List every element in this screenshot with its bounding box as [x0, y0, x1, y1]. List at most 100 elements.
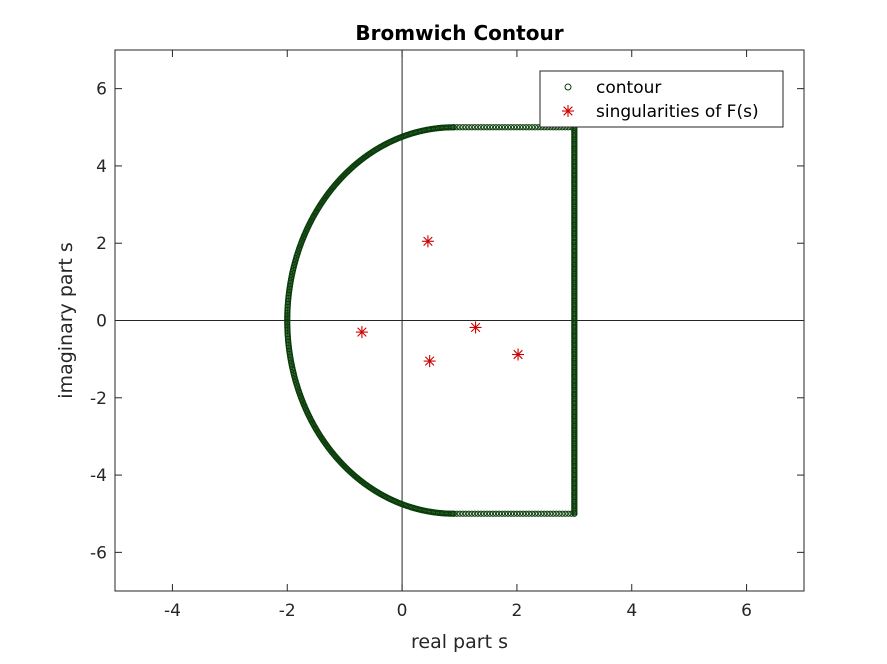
x-tick-label: 4 — [626, 601, 637, 621]
y-tick-label: 6 — [96, 80, 107, 100]
contour-point — [507, 124, 515, 131]
contour-point — [562, 510, 569, 517]
contour-point — [498, 510, 506, 517]
legend-singularities-label: singularities of F(s) — [596, 102, 759, 122]
contour-point — [492, 124, 500, 131]
contour-point — [510, 510, 518, 517]
contour-point — [465, 510, 472, 517]
contour-point — [507, 510, 515, 517]
contour-point — [541, 510, 548, 517]
legend-contour-label: contour — [596, 78, 661, 98]
zero-lines — [115, 50, 804, 591]
contour-point — [529, 510, 536, 517]
contour-point — [495, 510, 503, 517]
contour-point — [492, 510, 500, 517]
contour-point — [474, 510, 481, 517]
contour-point — [565, 510, 572, 517]
y-tick-label: -4 — [90, 466, 107, 486]
contour-point — [544, 510, 551, 517]
contour-point — [453, 124, 460, 131]
contour-point — [526, 124, 533, 131]
contour-point — [523, 510, 530, 517]
legend-box — [539, 70, 784, 128]
contour-point — [480, 510, 488, 517]
contour-point — [450, 124, 457, 131]
x-axis-title: real part s — [411, 631, 508, 653]
contour-series — [284, 124, 578, 517]
x-tick-label: -2 — [279, 601, 296, 621]
contour-point — [459, 124, 466, 131]
y-axis: -6 -4 -2 0 2 4 6 — [90, 80, 804, 563]
contour-point — [519, 124, 527, 131]
contour-point — [519, 510, 527, 517]
contour-point — [553, 510, 560, 517]
contour-point — [559, 510, 566, 517]
singularity-point — [421, 235, 434, 248]
contour-point — [450, 510, 457, 517]
contour-point — [486, 124, 494, 131]
contour-point — [474, 124, 481, 131]
contour-point — [486, 510, 494, 517]
singularity-point — [423, 355, 436, 368]
legend-singularities-marker — [562, 105, 574, 117]
contour-point — [480, 124, 488, 131]
contour-point — [529, 124, 536, 131]
contour-point — [516, 124, 524, 131]
contour-point — [456, 124, 463, 131]
contour-point — [504, 510, 512, 517]
y-tick-label: 4 — [96, 157, 107, 177]
contour-point — [495, 124, 503, 131]
contour-point — [523, 124, 530, 131]
x-tick-label: 2 — [512, 601, 523, 621]
contour-point — [504, 124, 512, 131]
contour-point — [483, 510, 491, 517]
y-tick-label: -2 — [90, 389, 107, 409]
x-tick-label: 0 — [397, 601, 408, 621]
chart-title: Bromwich Contour — [355, 21, 563, 45]
contour-point — [526, 510, 533, 517]
contour-point — [498, 124, 506, 131]
contour-point — [459, 510, 466, 517]
x-tick-label: -4 — [164, 601, 181, 621]
y-tick-label: 2 — [96, 234, 107, 254]
singularity-point — [355, 326, 368, 339]
x-tick-label: 6 — [741, 601, 752, 621]
contour-point — [453, 510, 460, 517]
contour-point — [483, 124, 491, 131]
y-tick-label: -6 — [90, 543, 107, 563]
contour-point — [501, 510, 509, 517]
singularity-point — [469, 321, 482, 334]
legend: contour singularities of F(s) — [539, 70, 784, 128]
contour-point — [477, 510, 484, 517]
contour-point — [462, 124, 469, 131]
contour-point — [501, 124, 509, 131]
contour-point — [471, 124, 478, 131]
contour-point — [489, 124, 497, 131]
contour-point — [556, 510, 563, 517]
contour-point — [513, 510, 521, 517]
legend-asterisk-glyph — [562, 105, 574, 117]
contour-point — [532, 124, 539, 131]
singularities-series — [355, 235, 525, 368]
contour-point — [477, 124, 484, 131]
contour-point — [547, 510, 554, 517]
contour-point — [489, 510, 497, 517]
contour-point — [538, 510, 545, 517]
contour-point — [456, 510, 463, 517]
contour-point — [513, 124, 521, 131]
contour-point — [468, 510, 475, 517]
singularity-point — [512, 348, 525, 361]
contour-point — [550, 510, 557, 517]
y-axis-title: imaginary part s — [55, 242, 77, 398]
legend-contour-marker — [564, 83, 572, 91]
contour-point — [532, 510, 539, 517]
y-tick-label: 0 — [96, 312, 107, 332]
contour-point — [471, 510, 478, 517]
contour-point — [465, 124, 472, 131]
contour-point — [462, 510, 469, 517]
contour-point — [468, 124, 475, 131]
contour-point — [535, 510, 542, 517]
contour-point — [510, 124, 518, 131]
x-axis: -4 -2 0 2 4 6 — [164, 50, 752, 621]
